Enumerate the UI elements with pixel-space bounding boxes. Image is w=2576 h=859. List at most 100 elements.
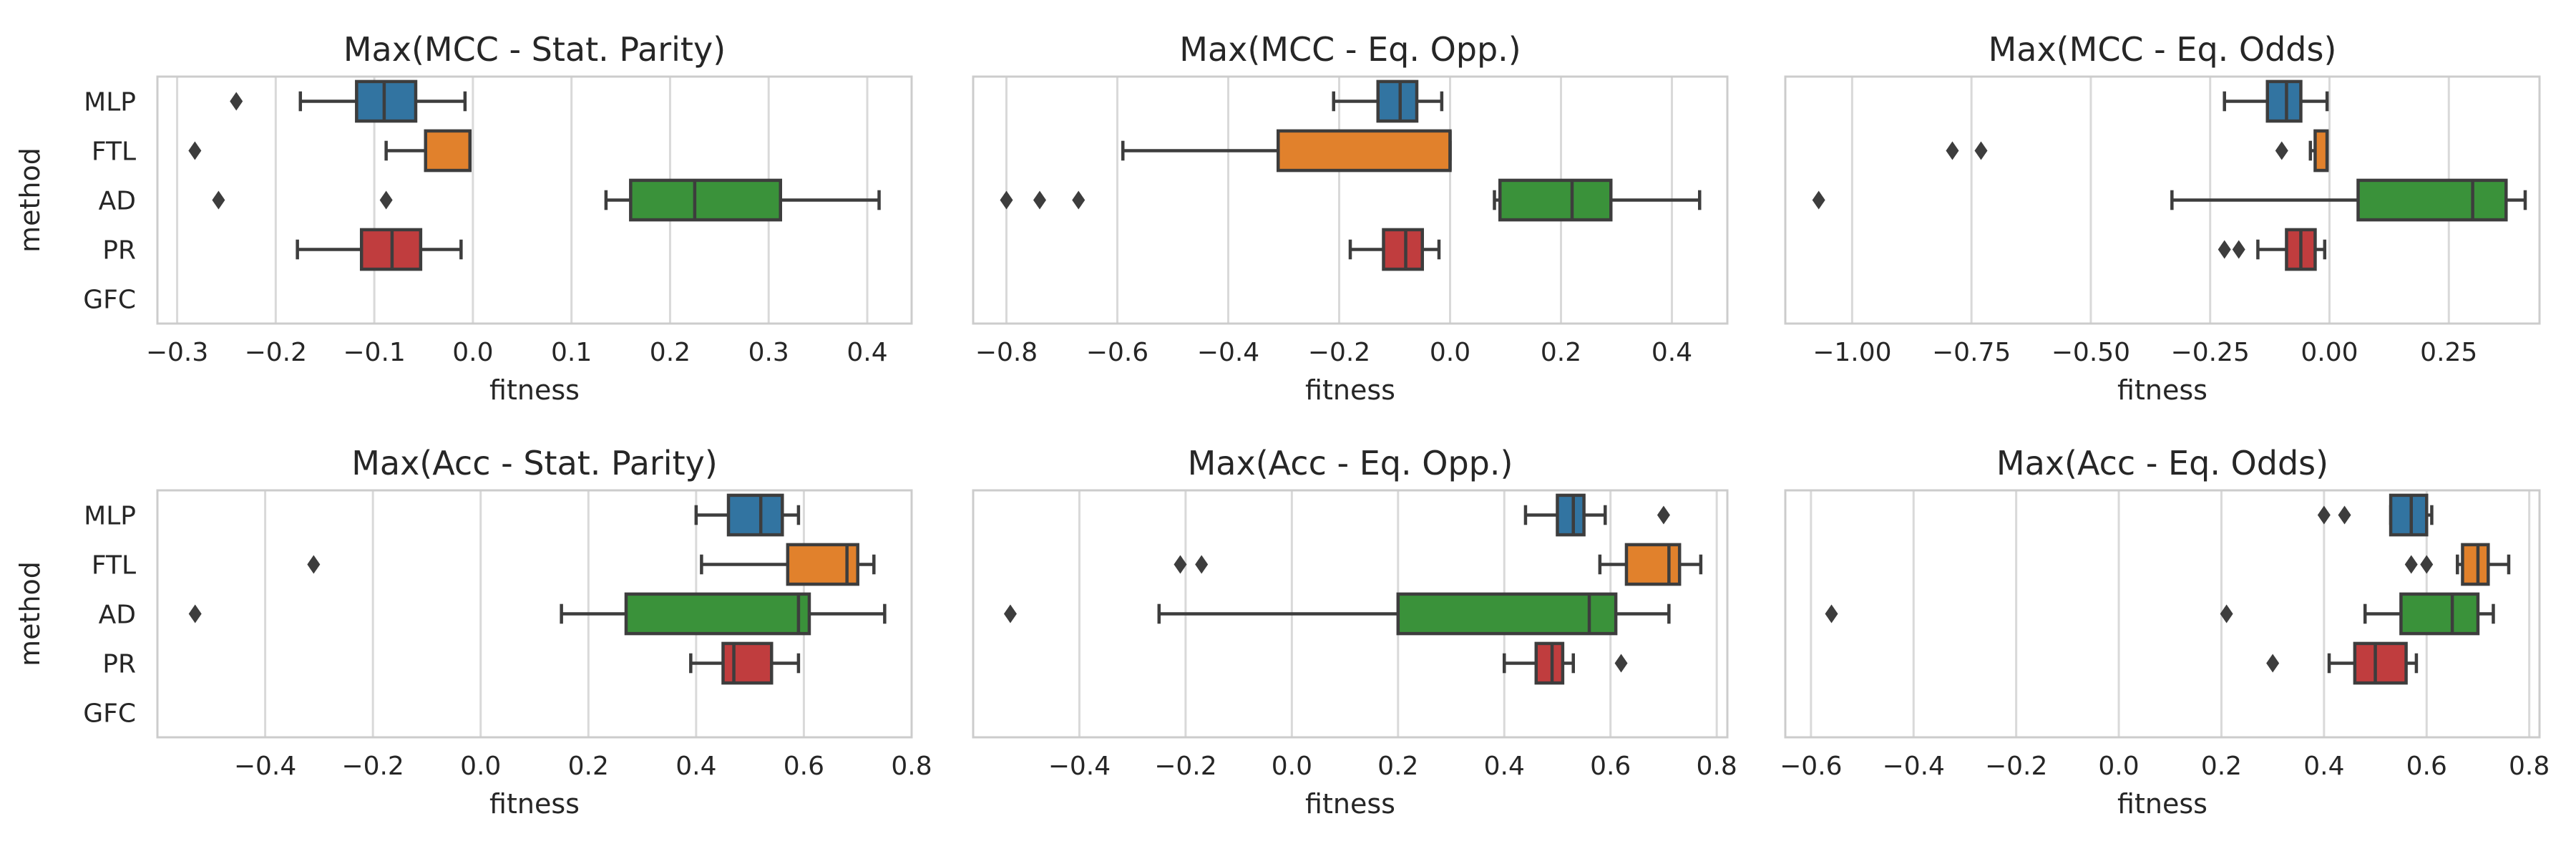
outlier-marker xyxy=(2317,505,2331,525)
plot-frame xyxy=(156,75,913,325)
outlier-marker xyxy=(2420,555,2434,574)
box-iqr xyxy=(721,641,774,685)
outlier-marker xyxy=(230,92,243,111)
chart-title: Max(MCC - Eq. Odds) xyxy=(1989,30,2337,69)
boxplot-ftl xyxy=(1121,129,1452,173)
x-tick-label: −0.4 xyxy=(1197,338,1259,367)
box-iqr xyxy=(1376,79,1419,123)
box-iqr xyxy=(1624,543,1682,586)
subplot-5: Max(Acc - Eq. Opp.) −0.4 −0.2 0.0 0.2 0.4 0.6 0… xyxy=(972,444,1737,820)
boxplot-pr xyxy=(689,641,801,685)
x-tick-label: −0.4 xyxy=(1048,752,1111,781)
boxplot-ftl xyxy=(1946,129,2329,173)
subplot-1: Max(MCC - Stat. Parity) −0.3 −0.2 −0.1 0.0 0.… xyxy=(14,30,913,406)
x-tick-label: 0.0 xyxy=(1430,338,1470,367)
x-tick-label: 0.8 xyxy=(2509,752,2550,781)
x-tick-label: 0.2 xyxy=(568,752,609,781)
outlier-marker xyxy=(1195,555,1209,574)
x-tick-label: −0.8 xyxy=(975,338,1038,367)
x-tick-label: 0.4 xyxy=(1652,338,1692,367)
outlier-marker xyxy=(307,555,321,574)
box-iqr xyxy=(1534,641,1565,685)
box-iqr xyxy=(355,79,418,123)
x-tick-label: −0.4 xyxy=(1883,752,1945,781)
box-iqr xyxy=(1396,592,1618,636)
subplot-2: Max(MCC - Eq. Opp.) −0.8 −0.6 −0.4 −0.2 0.0 0.… xyxy=(972,30,1729,406)
outlier-marker xyxy=(1614,654,1628,673)
boxplot-mlp xyxy=(694,493,801,537)
y-tick-label: MLP xyxy=(84,88,136,117)
outlier-marker xyxy=(2338,505,2351,525)
boxplot-ftl xyxy=(307,543,876,586)
boxplot-mlp xyxy=(230,79,467,123)
x-tick-label: 0.4 xyxy=(675,752,716,781)
outlier-marker xyxy=(1000,190,1013,210)
x-tick-label: 0.2 xyxy=(650,338,691,367)
y-axis-label: method xyxy=(14,147,46,253)
x-axis-label: fitness xyxy=(2117,788,2207,820)
box-iqr xyxy=(424,129,472,173)
x-tick-label: 0.2 xyxy=(1377,752,1418,781)
boxplot-ad xyxy=(1000,178,1702,222)
x-tick-label: 0.6 xyxy=(2406,752,2447,781)
outlier-marker xyxy=(2404,555,2418,574)
box-iqr xyxy=(1277,129,1452,173)
x-tick-label: 0.0 xyxy=(1272,752,1312,781)
x-tick-label: 0.0 xyxy=(452,338,493,367)
x-tick-label: −0.2 xyxy=(1985,752,2047,781)
x-tick-label: −0.1 xyxy=(343,338,405,367)
y-tick-label: MLP xyxy=(84,502,136,531)
outlier-marker xyxy=(1812,190,1825,210)
boxplot-ftl xyxy=(1174,543,1703,586)
boxplot-mlp xyxy=(2317,493,2434,537)
x-tick-label: 0.1 xyxy=(551,338,592,367)
subplot-3: Max(MCC - Eq. Odds) −1.00 −0.75 −0.50 −0.25 0… xyxy=(1784,30,2541,406)
boxplot-pr xyxy=(296,228,463,271)
outlier-marker xyxy=(1825,604,1838,623)
x-tick-label: 0.4 xyxy=(2303,752,2344,781)
box-iqr xyxy=(1556,493,1586,537)
outlier-marker xyxy=(2266,654,2280,673)
x-tick-label: −0.50 xyxy=(2051,338,2130,367)
y-tick-label: PR xyxy=(102,650,136,679)
x-tick-label: 0.3 xyxy=(748,338,789,367)
x-tick-label: −0.2 xyxy=(1154,752,1216,781)
outlier-marker xyxy=(1003,604,1017,623)
x-tick-label: 0.0 xyxy=(2098,752,2139,781)
chart-title: Max(MCC - Stat. Parity) xyxy=(343,30,726,69)
outlier-marker xyxy=(1974,141,1988,160)
y-tick-label: AD xyxy=(99,187,136,216)
boxplot-ad xyxy=(188,592,887,636)
outlier-marker xyxy=(1072,190,1085,210)
x-tick-label: 0.2 xyxy=(2201,752,2242,781)
box-iqr xyxy=(2461,543,2490,586)
boxplot-ftl xyxy=(2404,543,2511,586)
x-tick-label: −1.00 xyxy=(1813,338,1891,367)
box-iqr xyxy=(1498,178,1613,222)
outlier-marker xyxy=(1174,555,1187,574)
outlier-marker xyxy=(212,190,225,210)
box-iqr xyxy=(1382,228,1424,271)
x-tick-label: 0.4 xyxy=(847,338,887,367)
x-tick-label: −0.6 xyxy=(1780,752,1842,781)
chart-title: Max(Acc - Stat. Parity) xyxy=(351,444,718,482)
box-iqr xyxy=(624,592,811,636)
boxplot-mlp xyxy=(2223,79,2329,123)
x-tick-label: −0.3 xyxy=(146,338,208,367)
x-tick-label: 0.6 xyxy=(784,752,824,781)
x-tick-label: 0.0 xyxy=(460,752,501,781)
box-iqr xyxy=(2353,641,2408,685)
x-tick-label: 0.25 xyxy=(2420,338,2477,367)
outlier-marker xyxy=(379,190,393,210)
box-iqr xyxy=(2356,178,2508,222)
boxplot-mlp xyxy=(1523,493,1670,537)
box-iqr xyxy=(2313,129,2329,173)
box-iqr xyxy=(2399,592,2480,636)
y-tick-label: AD xyxy=(99,601,136,630)
outlier-marker xyxy=(2218,240,2231,259)
outlier-marker xyxy=(1033,190,1046,210)
subplot-6: Max(Acc - Eq. Odds) −0.6 −0.4 −0.2 0.0 0.2 0.4… xyxy=(1780,444,2550,820)
x-tick-label: −0.6 xyxy=(1086,338,1148,367)
x-tick-label: −0.4 xyxy=(234,752,296,781)
